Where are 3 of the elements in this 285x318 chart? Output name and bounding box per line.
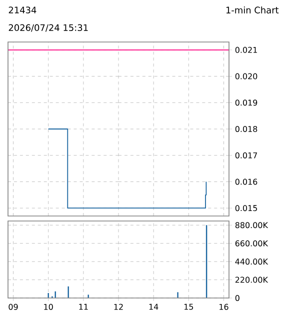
chart-title: 21434 xyxy=(8,6,36,14)
text: 1-min Chart xyxy=(226,6,279,14)
text: 2026/07/24 15:31 xyxy=(8,24,88,32)
